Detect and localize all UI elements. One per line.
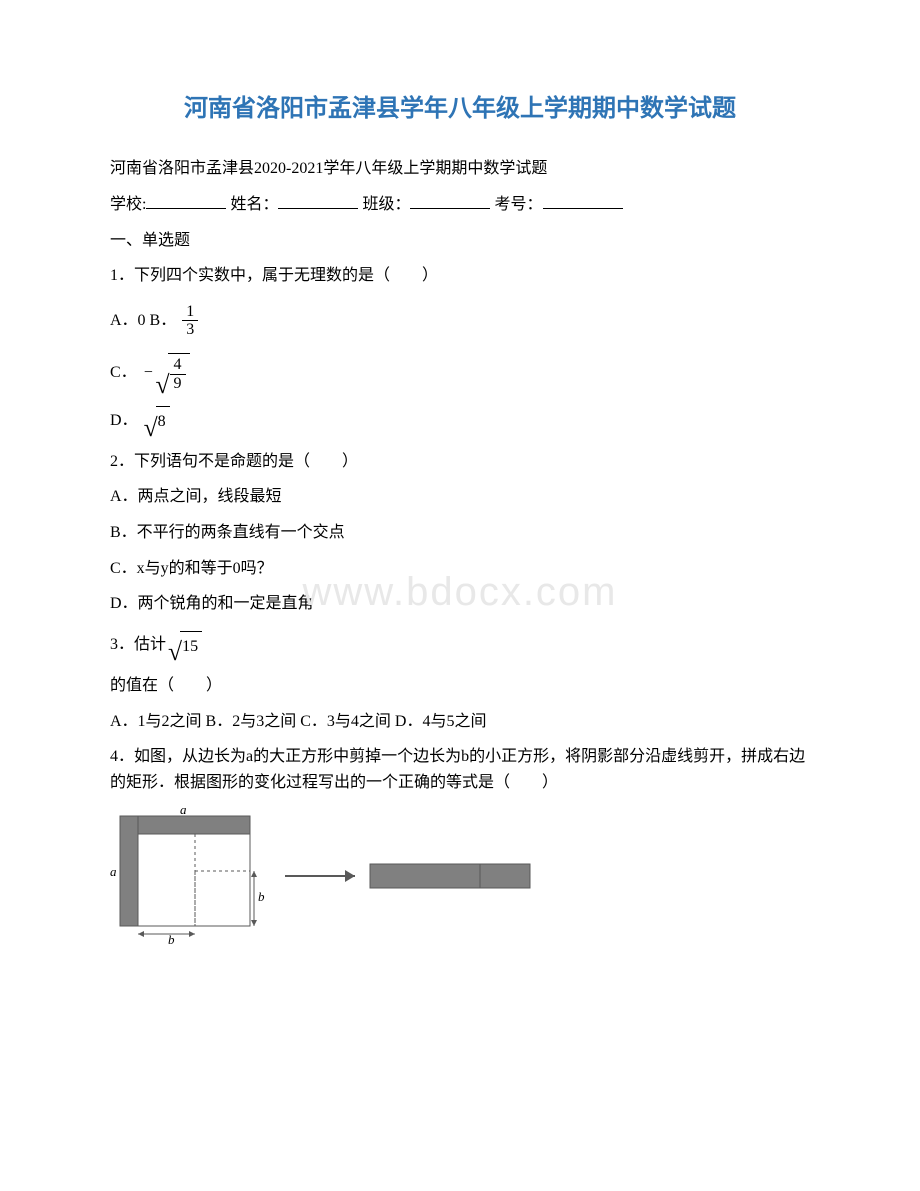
q2-option-d: D．两个锐角的和一定是直角 bbox=[110, 591, 810, 617]
frac-num: 4 bbox=[170, 356, 186, 375]
q1-option-d: D． √ 8 bbox=[110, 406, 810, 435]
sqrt-icon: √ 15 bbox=[168, 631, 202, 660]
sqrt-icon: √ 4 9 bbox=[155, 353, 189, 392]
q1-stem: 1．下列四个实数中，属于无理数的是（ ） bbox=[110, 263, 810, 289]
label-a-top: a bbox=[180, 806, 187, 817]
q4-stem: 4．如图，从边长为a的大正方形中剪掉一个边长为b的小正方形，将阴影部分沿虚线剪开… bbox=[110, 744, 810, 795]
q3-stem: 3．估计 √ 15 bbox=[110, 631, 810, 660]
radical-sign: √ bbox=[144, 419, 158, 437]
doc-title: 河南省洛阳市孟津县学年八年级上学期期中数学试题 bbox=[110, 90, 810, 128]
sqrt-body: 15 bbox=[180, 631, 202, 660]
label-b-right: b bbox=[258, 889, 265, 904]
sqrt-body: 4 9 bbox=[168, 353, 190, 392]
arrow-icon bbox=[285, 870, 355, 882]
blank-class bbox=[410, 192, 490, 209]
info-examno-label: 考号： bbox=[494, 196, 542, 213]
blank-name bbox=[278, 192, 358, 209]
frac-den: 9 bbox=[170, 375, 186, 393]
radical-sign: √ bbox=[168, 643, 182, 661]
q3-line2: 的值在（ ） bbox=[110, 673, 810, 699]
q1-option-ab: A．0 B． 1 3 bbox=[110, 303, 810, 339]
sqrt-icon: √ 8 bbox=[144, 406, 170, 435]
diagram-svg: a a b b bbox=[110, 806, 540, 946]
info-line: 学校: 姓名： 班级： 考号： bbox=[110, 192, 810, 218]
q2-option-c: C．x与y的和等于0吗？ bbox=[110, 556, 810, 582]
blank-school bbox=[146, 192, 226, 209]
q3-stem-prefix: 3．估计 bbox=[110, 632, 166, 658]
q1-option-c: C． − √ 4 9 bbox=[110, 353, 810, 392]
info-name-label: 姓名： bbox=[230, 196, 278, 213]
page: www.bdocx.com 河南省洛阳市孟津县学年八年级上学期期中数学试题 河南… bbox=[0, 0, 920, 994]
blank-examno bbox=[543, 192, 623, 209]
left-figure: a a b b bbox=[110, 806, 265, 946]
q1-c-label: C． bbox=[110, 360, 137, 386]
q1-a-b-label: A．0 B． bbox=[110, 308, 176, 334]
frac-den: 3 bbox=[182, 321, 198, 339]
section-1-heading: 一、单选题 bbox=[110, 228, 810, 254]
right-figure bbox=[370, 864, 530, 888]
q2-option-a: A．两点之间，线段最短 bbox=[110, 484, 810, 510]
q4-diagram: a a b b bbox=[110, 806, 810, 955]
q2-option-b: B．不平行的两条直线有一个交点 bbox=[110, 520, 810, 546]
info-class-label: 班级： bbox=[362, 196, 410, 213]
label-a-left: a bbox=[110, 864, 117, 879]
fraction-icon: 4 9 bbox=[170, 356, 186, 392]
fraction-icon: 1 3 bbox=[182, 303, 198, 339]
radical-sign: √ bbox=[155, 376, 169, 394]
q3-options: A．1与2之间 B．2与3之间 C．3与4之间 D．4与5之间 bbox=[110, 709, 810, 735]
info-school-label: 学校: bbox=[110, 196, 146, 213]
doc-subtitle: 河南省洛阳市孟津县2020-2021学年八年级上学期期中数学试题 bbox=[110, 156, 810, 182]
frac-num: 1 bbox=[182, 303, 198, 322]
q2-stem: 2．下列语句不是命题的是（ ） bbox=[110, 449, 810, 475]
neg-sign: − bbox=[143, 360, 154, 386]
q1-d-label: D． bbox=[110, 408, 138, 434]
